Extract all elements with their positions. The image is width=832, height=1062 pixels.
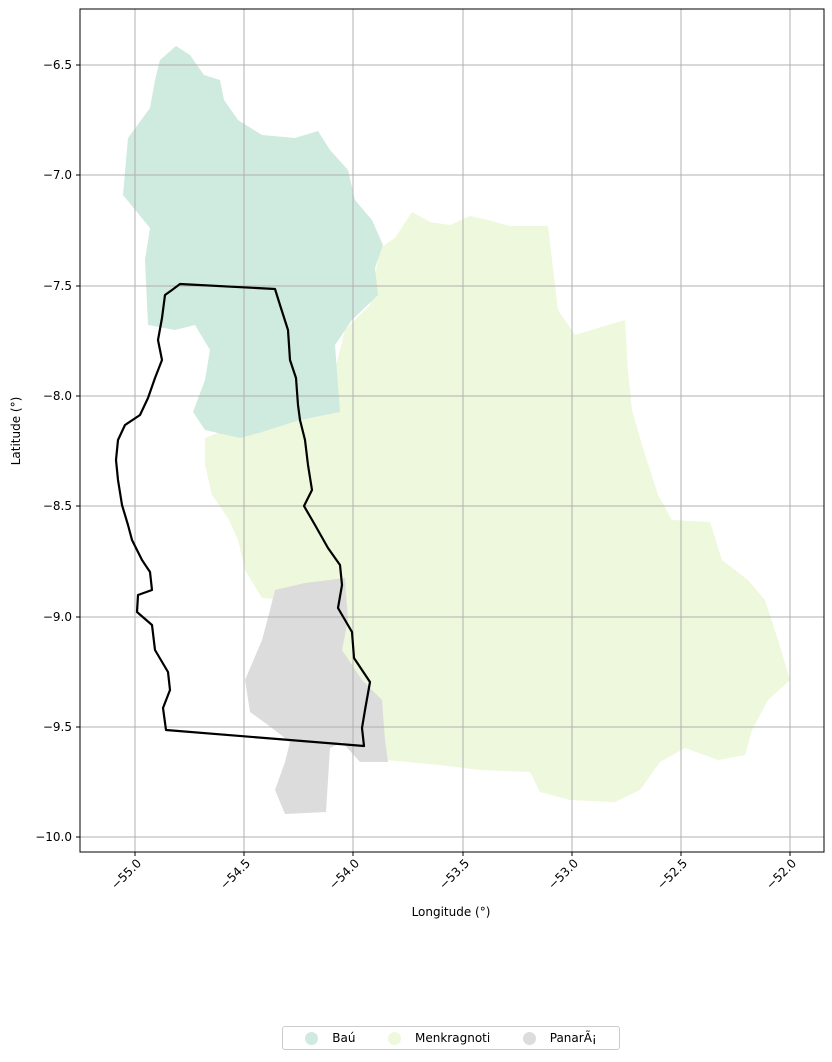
x-tick-labels: −55.0 −54.5 −54.0 −53.5 −53.0 −52.5 −52.… xyxy=(108,856,799,892)
outline-boundary xyxy=(114,282,372,748)
legend-marker-bau xyxy=(305,1031,319,1045)
y-tick-label-4: −8.0 xyxy=(43,389,72,403)
y-tick-label-2: −7.0 xyxy=(43,168,72,182)
legend-label-bau: Baú xyxy=(332,1031,356,1045)
plot-frame xyxy=(79,8,825,853)
legend-item-bau: Baú xyxy=(305,1031,355,1045)
x-tick-label-3: −54.0 xyxy=(326,856,362,892)
legend-marker-panara xyxy=(522,1031,536,1045)
x-tick-label-1: −55.0 xyxy=(108,856,144,892)
territory-bau xyxy=(123,46,383,438)
y-tick-label-7: −9.5 xyxy=(43,720,72,734)
x-axis-label: Longitude (°) xyxy=(412,905,491,919)
y-tick-label-1: −6.5 xyxy=(43,58,72,72)
y-ticks xyxy=(76,64,80,838)
x-tick-label-7: −52.0 xyxy=(763,856,799,892)
legend-item-panara: PanarÃ¡ xyxy=(522,1031,597,1045)
legend: Baú Menkragnoti PanarÃ¡ xyxy=(282,1026,620,1050)
legend-item-menkragnoti: Menkragnoti xyxy=(388,1031,490,1045)
legend-label-menkragnoti: Menkragnoti xyxy=(415,1031,491,1045)
x-tick-label-4: −53.5 xyxy=(436,856,472,892)
x-tick-label-5: −53.0 xyxy=(545,856,581,892)
y-axis-label: Latitude (°) xyxy=(9,397,23,466)
y-tick-label-8: −10.0 xyxy=(35,830,72,844)
territory-menkragnoti xyxy=(205,212,790,802)
legend-label-panara: PanarÃ¡ xyxy=(549,1031,597,1045)
y-tick-label-6: −9.0 xyxy=(43,610,72,624)
x-tick-label-6: −52.5 xyxy=(654,856,690,892)
x-ticks xyxy=(134,852,791,856)
y-tick-label-5: −8.5 xyxy=(43,499,72,513)
territory-panara xyxy=(245,578,388,814)
territories xyxy=(123,46,790,814)
legend-marker-menkragnoti xyxy=(388,1031,402,1045)
x-tick-label-2: −54.5 xyxy=(217,856,253,892)
y-tick-label-3: −7.5 xyxy=(43,279,72,293)
y-tick-labels: −6.5 −7.0 −7.5 −8.0 −8.5 −9.0 −9.5 −10.0 xyxy=(35,58,72,844)
